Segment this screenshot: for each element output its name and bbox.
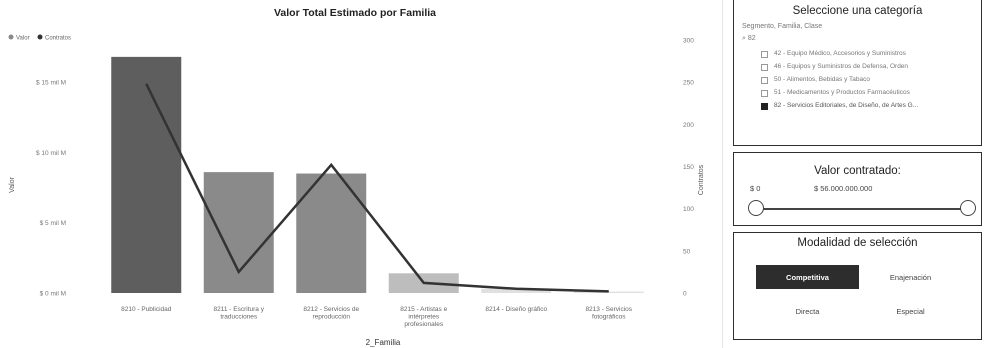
category-item-label: 42 - Equipo Médico, Accesorios y Suminis…	[774, 50, 906, 57]
panel-divider	[722, 0, 723, 348]
chart-panel: Valor Total Estimado por Familia Valor C…	[8, 7, 705, 347]
y-left-tick-label: $ 0 mil M	[40, 291, 66, 298]
legend-valor-label: Valor	[16, 36, 30, 42]
x-axis-title: 2_Familia	[366, 338, 401, 347]
hierarchy-breadcrumb: Segmento, Familia, Clase	[742, 23, 823, 30]
category-item-label: 82 - Servicios Editoriales, de Diseño, d…	[774, 102, 919, 109]
y-right-tick-label: 50	[683, 248, 691, 255]
category-checkbox-checked[interactable]	[761, 103, 768, 110]
modality-button-competitiva[interactable]: Competitiva	[756, 265, 859, 289]
y-right-tick-label: 150	[683, 164, 694, 171]
y-right-tick-label: 200	[683, 122, 694, 129]
category-checkbox[interactable]	[761, 77, 768, 84]
y-left-tick-label: $ 5 mil M	[40, 220, 66, 227]
category-checkbox[interactable]	[761, 64, 768, 71]
y-axis-right-ticks: 0 50 100 150 200 250 300	[683, 38, 694, 298]
bar-valor[interactable]	[481, 288, 552, 293]
search-icon: ⌕	[742, 35, 746, 42]
combo-chart: Valor Total Estimado por Familia Valor C…	[8, 7, 705, 347]
x-tick-label: 8215 - Artistas e intérpretes profesionale…	[400, 306, 447, 328]
category-checkbox[interactable]	[761, 90, 768, 97]
range-min-value[interactable]: $ 0	[750, 184, 761, 193]
category-item-label: 51 - Medicamentos y Productos Farmacéuti…	[774, 89, 910, 96]
modality-button-enajenacion[interactable]: Enajenación	[889, 272, 932, 282]
y-left-tick-label: $ 15 mil M	[36, 80, 66, 87]
line-contratos[interactable]	[145, 83, 609, 293]
y-right-tick-label: 250	[683, 80, 694, 87]
tree-root-node[interactable]: ⌕ 82	[742, 35, 756, 43]
x-tick-label: 8214 - Diseño gráfico	[485, 306, 547, 313]
x-tick-label: 8212 - Servicios de reproducción	[303, 306, 359, 321]
value-slicer: Valor contratado: $ 0 $ 56.000.000.000	[733, 152, 982, 226]
line-series	[145, 83, 609, 293]
y-axis-left-title: Valor	[9, 176, 16, 192]
category-item-label: 46 - Equipos y Suministros de Defensa, O…	[774, 63, 909, 70]
category-slicer: Seleccione una categoría Segmento, Famil…	[733, 0, 982, 146]
legend-contratos-label: Contratos	[45, 36, 71, 42]
chart-title: Valor Total Estimado por Familia	[274, 7, 436, 19]
y-axis-right-title: Contratos	[698, 164, 705, 195]
modality-button-especial[interactable]: Especial	[896, 306, 925, 316]
bar-valor[interactable]	[573, 291, 644, 293]
x-axis-tick-labels: 8210 - Publicidad 8211 - Escritura y tradu…	[121, 306, 633, 328]
range-slider-track[interactable]	[754, 208, 967, 210]
legend-contratos-swatch	[37, 34, 43, 40]
category-slicer-title: Seleccione una categoría	[792, 5, 923, 17]
modality-button-directa[interactable]: Directa	[795, 306, 820, 316]
y-left-tick-label: $ 10 mil M	[36, 150, 66, 157]
y-right-tick-label: 0	[683, 291, 687, 298]
legend-valor-swatch	[8, 34, 14, 40]
category-item-label: 50 - Alimentos, Bebidas y Tabaco	[774, 76, 870, 83]
bar-valor[interactable]	[203, 172, 274, 293]
range-max-value[interactable]: $ 56.000.000.000	[814, 184, 873, 193]
y-right-tick-label: 100	[683, 206, 694, 213]
modality-slicer: Modalidad de selección Competitiva Enaje…	[733, 232, 982, 340]
x-tick-label: 8213 - Servicios fotográficos	[585, 306, 632, 321]
category-checkbox[interactable]	[761, 51, 768, 58]
y-right-tick-label: 300	[683, 38, 694, 45]
chart-legend: Valor Contratos	[8, 34, 71, 42]
range-slider-min-handle[interactable]	[748, 200, 764, 216]
value-slicer-title: Valor contratado:	[814, 165, 901, 177]
tree-root-label: 82	[747, 35, 756, 42]
bar-valor[interactable]	[111, 56, 182, 293]
bar-series	[111, 56, 644, 293]
range-slider-max-handle[interactable]	[960, 200, 976, 216]
y-axis-left-ticks: $ 0 mil M $ 5 mil M $ 10 mil M $ 15 mil M	[36, 80, 66, 298]
x-tick-label: 8210 - Publicidad	[121, 306, 172, 313]
modality-slicer-title: Modalidad de selección	[797, 237, 918, 249]
x-tick-label: 8211 - Escritura y traducciones	[214, 306, 265, 321]
